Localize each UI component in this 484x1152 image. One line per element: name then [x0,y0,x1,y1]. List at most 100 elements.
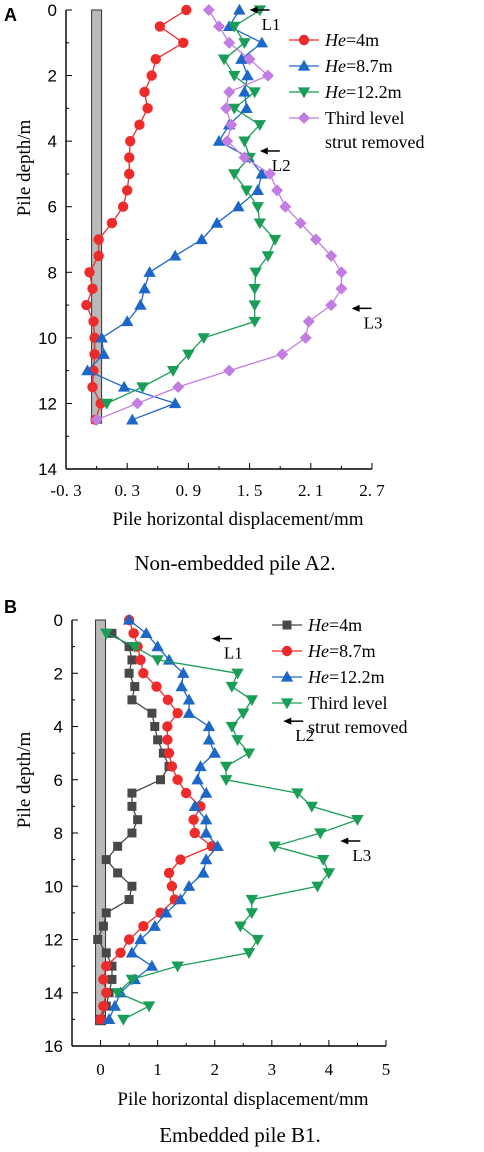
series-2-marker [101,960,112,972]
series-1-marker [122,185,133,196]
series-4-marker [238,151,251,164]
series-3-marker [100,398,113,410]
series-3-marker [228,21,241,33]
series-4-marker [299,331,312,344]
series-3-marker [197,866,210,878]
series-2-marker [95,1014,106,1025]
series-4-marker [237,708,250,720]
x-tick-label: 0. 3 [114,481,140,500]
series-1-marker [127,801,137,811]
series-3-marker [174,893,187,905]
series-1-marker [127,828,137,838]
annotation-arrowhead [249,6,258,14]
series-4-marker [261,69,274,82]
series-3-marker [182,693,196,705]
series-4-marker [171,961,184,973]
y-tick-label: 10 [44,877,63,896]
panel-a: A 0 2 4 6 8 10 12 14 -0. 3 0. 3 0. 9 1. 5 2. 1 2. 7 L1… [4,1,424,575]
series-4-marker [117,1014,130,1026]
y-tick-label: 8 [54,824,63,843]
x-tick-label: 2. 1 [298,481,324,500]
series-1-marker [89,349,100,360]
series-1-marker [178,37,189,48]
series-2-marker [138,668,149,679]
y-tick-label: 6 [54,771,63,790]
series-line-3 [106,9,276,404]
series-4-marker [131,397,144,410]
series-3-marker [238,136,251,148]
series-3-marker [228,169,241,181]
series-3-marker [182,706,196,718]
series-4-marker [251,934,264,946]
series-3-marker [202,733,216,745]
series-4-marker [279,200,292,213]
series-4-marker [264,167,276,180]
series-1-marker [87,381,98,393]
series-3-marker [199,813,213,825]
series-2-marker [126,413,139,425]
series-1-marker [154,21,166,32]
series-2-marker [212,134,226,146]
y-tick-label: 2 [54,664,63,683]
panel-a-caption: Non-embedded pile A2. [134,551,335,575]
y-tick-label: 6 [48,198,57,217]
x-tick-label: 3 [268,1060,277,1079]
series-2-marker [255,36,269,48]
series-1-marker [150,722,160,731]
series-1-marker [107,961,117,971]
series-1-marker [153,735,163,745]
y-tick-label: 4 [54,718,63,737]
series-1-marker [125,135,136,147]
series-2-marker [232,200,245,212]
series-3-marker [238,38,251,49]
series-2-marker [188,814,199,825]
y-tick-label: 12 [44,931,63,950]
series-4-marker [243,53,256,66]
series-3-marker [188,800,201,812]
series-3-marker [182,880,196,891]
series-1-marker [133,815,143,825]
series-3-marker [182,349,195,361]
series-4-marker [213,20,225,33]
series-3-marker [194,760,207,772]
x-tick-label: 0. 9 [176,481,202,500]
y-tick-label: 2 [48,67,57,86]
series-1-marker [150,53,161,65]
series-1-marker [124,168,135,180]
series-2-marker [151,681,162,692]
series-3-marker [108,999,122,1011]
legend-label-2: He=8.7m [307,641,376,661]
series-2-marker [117,380,131,392]
series-4-marker [325,249,338,262]
series-2-marker [172,774,183,785]
x-tick-label: 1 [153,1060,162,1079]
series-3-marker [217,54,231,66]
series-2-marker [238,85,251,97]
annotation-arrowhead [259,147,268,155]
x-tick-label: 2. 7 [359,481,385,500]
panel-a-letter: A [4,5,17,25]
legend-label-1: He=4m [324,30,379,50]
series-1-marker [124,152,135,163]
legend-marker-3 [297,87,311,99]
series-2-marker [233,3,246,15]
series-2-marker [195,233,208,245]
series-1-marker [84,267,95,278]
series-1-marker [127,695,137,705]
panel-b-letter: B [4,597,17,617]
annotation-arrowhead [351,304,360,312]
series-3-marker [211,840,224,851]
series-3-marker [136,382,149,394]
series-1-marker [124,642,134,652]
series-4-marker [309,233,322,246]
series-1-marker [158,748,168,758]
series-4-marker [268,841,281,853]
series-4-marker [317,854,330,866]
series-1-marker [127,881,137,891]
series-3-marker [249,267,262,279]
series-1-marker [147,708,157,718]
annotation-label: L3 [364,313,383,332]
series-4-marker [242,948,256,960]
